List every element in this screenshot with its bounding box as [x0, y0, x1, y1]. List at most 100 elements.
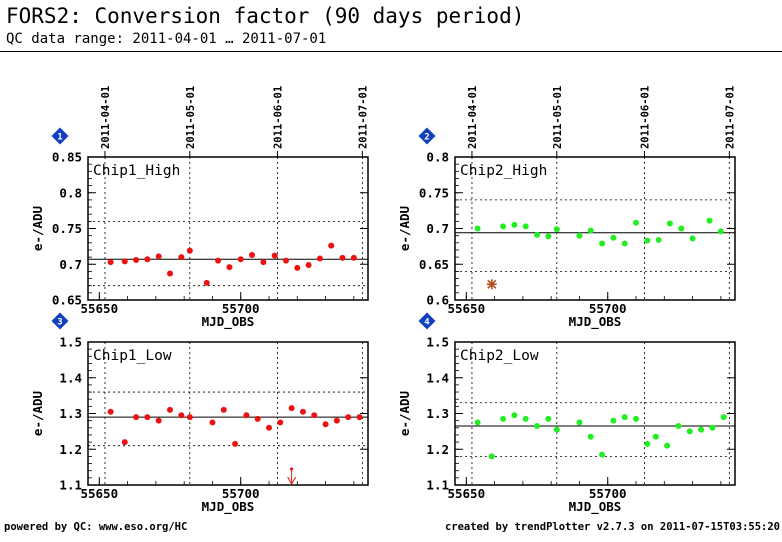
y-tick-label: 1.1	[59, 478, 82, 493]
data-point	[107, 408, 114, 415]
data-point	[610, 417, 617, 424]
footer-timestamp: created by trendPlotter v2.7.3 on 2011-0…	[444, 521, 780, 533]
data-point	[316, 255, 323, 262]
y-tick-label: 0.85	[52, 150, 82, 165]
data-point	[243, 412, 250, 419]
data-point	[655, 236, 662, 243]
data-point	[644, 440, 651, 447]
data-point	[271, 252, 278, 259]
data-point	[209, 419, 216, 426]
x-tick-label: 55700	[589, 486, 627, 501]
data-point	[664, 442, 671, 449]
y-axis-label: e-/ADU	[30, 206, 45, 251]
y-tick-label: 0.75	[419, 185, 449, 200]
y-axis-label: e-/ADU	[30, 391, 45, 436]
x-axis-label: MJD_OBS	[202, 314, 255, 330]
data-point	[167, 406, 174, 413]
data-point	[511, 221, 518, 228]
data-point	[675, 423, 682, 430]
data-point	[266, 424, 273, 431]
outlier-star	[486, 279, 497, 290]
data-point	[144, 256, 151, 263]
data-point	[686, 428, 693, 435]
y-tick-label: 0.75	[52, 221, 82, 236]
x-tick-label: 55700	[222, 486, 260, 501]
data-point	[689, 235, 696, 242]
x-tick-label: 55700	[589, 301, 627, 316]
data-point	[720, 414, 727, 421]
data-point	[500, 223, 507, 230]
data-point	[121, 258, 128, 265]
data-point	[511, 412, 518, 419]
data-point	[356, 414, 363, 421]
data-point	[186, 414, 193, 421]
data-point	[232, 440, 239, 447]
y-tick-label: 1.1	[426, 478, 449, 493]
data-point	[107, 259, 114, 266]
data-point	[178, 254, 185, 261]
y-tick-label: 0.65	[419, 257, 449, 272]
data-point	[260, 259, 267, 266]
data-point	[328, 242, 335, 249]
data-point	[678, 225, 685, 232]
footer-credit: powered by QC: www.eso.org/HC	[4, 521, 188, 533]
y-tick-label: 1.5	[59, 335, 82, 350]
data-point	[121, 439, 128, 446]
y-tick-label: 1.3	[426, 406, 449, 421]
y-tick-label: 1.2	[426, 442, 449, 457]
chart-panel-1: 2011-04-01 2011-05-01 2011-06-01 2011-07-01…	[30, 86, 369, 330]
data-point	[288, 405, 295, 412]
data-point	[576, 419, 583, 426]
data-point	[522, 223, 529, 230]
data-point	[155, 417, 162, 424]
x-axis-label: MJD_OBS	[569, 499, 622, 515]
data-point	[167, 270, 174, 277]
data-point	[633, 415, 640, 422]
data-point	[717, 228, 724, 235]
data-point	[133, 256, 140, 263]
x-axis-label: MJD_OBS	[569, 314, 622, 330]
data-point	[299, 408, 306, 415]
x-tick-label: 55650	[447, 301, 485, 316]
panel-title: Chip1_High	[93, 163, 180, 179]
x-tick-label: 55650	[80, 301, 118, 316]
data-point	[203, 279, 210, 286]
panel-title: Chip2_Low	[460, 348, 539, 364]
data-point	[305, 261, 312, 268]
data-point	[587, 227, 594, 234]
data-point	[220, 406, 227, 413]
y-tick-label: 0.65	[52, 293, 82, 308]
x-axis-label: MJD_OBS	[202, 499, 255, 515]
data-point	[178, 412, 185, 419]
x-tick-label: 55700	[222, 301, 260, 316]
panel-number-label: 1	[57, 133, 62, 143]
data-point	[277, 419, 284, 426]
y-axis-label: e-/ADU	[397, 206, 412, 251]
data-point	[610, 234, 617, 241]
panel-title: Chip1_Low	[93, 348, 172, 364]
data-point	[553, 426, 560, 433]
y-tick-label: 1.4	[59, 370, 82, 385]
data-point	[282, 257, 289, 264]
data-point	[621, 240, 628, 247]
data-point	[215, 257, 222, 264]
date-tick-label: 2011-05-01	[185, 86, 197, 149]
data-point	[621, 414, 628, 421]
date-tick-label: 2011-04-01	[100, 86, 112, 149]
data-point	[553, 226, 560, 233]
panel-number-label: 2	[424, 133, 429, 143]
data-point	[644, 237, 651, 244]
panel-number-marker	[418, 127, 436, 145]
data-point	[706, 217, 713, 224]
data-point	[254, 415, 261, 422]
panel-number-marker	[418, 312, 436, 330]
data-point	[144, 414, 151, 421]
outlier-arrow-head	[287, 476, 297, 486]
data-point	[474, 225, 481, 232]
data-point	[345, 414, 352, 421]
data-point	[545, 233, 552, 240]
date-tick-label: 2011-07-01	[724, 86, 736, 149]
y-tick-label: 1.3	[59, 406, 82, 421]
data-point	[133, 414, 140, 421]
date-tick-label: 2011-06-01	[272, 86, 284, 149]
